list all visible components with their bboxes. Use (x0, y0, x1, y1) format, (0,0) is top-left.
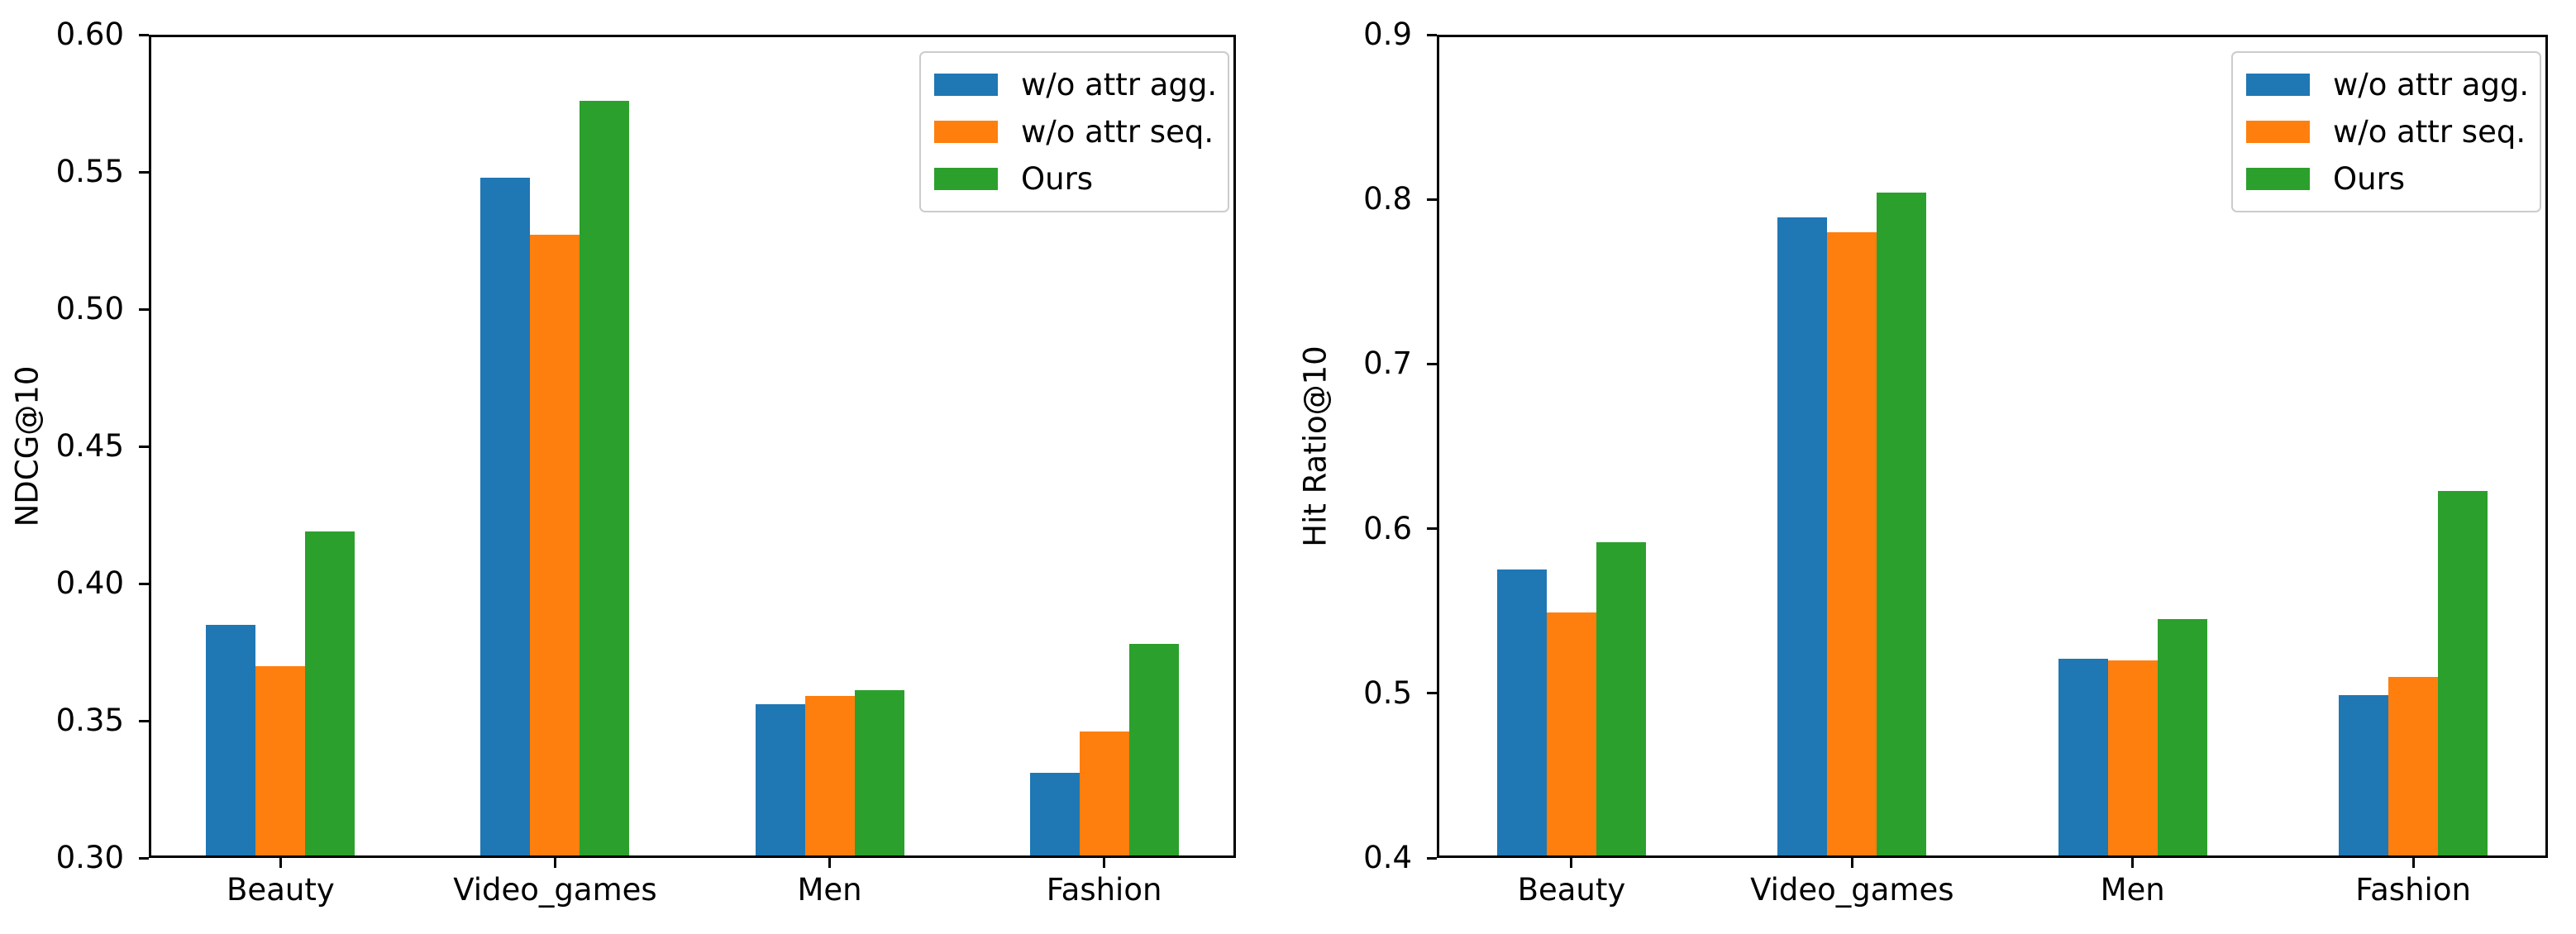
x-tick-video-games (1850, 858, 1853, 868)
y-tick-label-0-30: 0.30 (55, 840, 124, 875)
y-axis-label-ndcg10: NDCG@10 (9, 365, 45, 527)
legend-item: w/o attr agg. (921, 61, 1228, 108)
bar-video-games-w-o-attr-seq (530, 235, 580, 858)
legend-swatch-wo-attr-agg (934, 74, 998, 96)
x-tick-label-beauty: Beauty (1517, 872, 1626, 908)
y-tick-0-40 (139, 582, 149, 585)
legend-item: Ours (2233, 155, 2540, 203)
bar-fashion-ours (2438, 490, 2488, 858)
x-tick-men (828, 858, 832, 868)
legend-swatch-wo-attr-seq (2246, 121, 2310, 143)
x-tick-fashion (2411, 858, 2415, 868)
legend-label-ours: Ours (2333, 161, 2406, 197)
legend-hit-ratio10: w/o attr agg. w/o attr seq. Ours (2231, 51, 2541, 212)
y-tick-label-0-9: 0.9 (1363, 17, 1412, 52)
x-tick-beauty (279, 858, 282, 868)
plot-frame (149, 35, 1236, 858)
bar-beauty-w-o-attr-agg (1496, 569, 1547, 858)
bar-video-games-ours (580, 100, 630, 858)
bar-fashion-w-o-attr-agg (2339, 694, 2389, 858)
y-tick-0-45 (139, 445, 149, 448)
bar-beauty-w-o-attr-agg (206, 624, 256, 858)
y-tick-0-8 (1427, 198, 1437, 201)
legend-label-ours: Ours (1021, 161, 1094, 197)
x-tick-label-fashion: Fashion (1046, 872, 1162, 908)
x-tick-label-men: Men (2100, 872, 2165, 908)
y-tick-label-0-4: 0.4 (1363, 840, 1412, 875)
y-tick-label-0-5: 0.5 (1363, 674, 1412, 711)
bar-fashion-w-o-attr-seq (2388, 676, 2439, 858)
legend-ndcg10: w/o attr agg. w/o attr seq. Ours (919, 51, 1229, 212)
bar-beauty-ours (1596, 541, 1646, 858)
y-tick-label-0-6: 0.6 (1363, 510, 1412, 546)
y-tick-label-0-7: 0.7 (1363, 345, 1412, 382)
bar-beauty-ours (305, 531, 355, 858)
legend-item: w/o attr seq. (921, 108, 1228, 155)
legend-item: w/o attr agg. (2233, 61, 2540, 108)
x-tick-label-men: Men (797, 872, 862, 908)
x-tick-beauty (1570, 858, 1573, 868)
y-tick-label-0-8: 0.8 (1363, 181, 1412, 217)
bar-fashion-w-o-attr-agg (1029, 773, 1080, 858)
y-tick-0-30 (139, 856, 149, 860)
bar-beauty-w-o-attr-seq (255, 665, 306, 858)
x-tick-label-fashion: Fashion (2355, 872, 2471, 908)
legend-label-wo-attr-seq: w/o attr seq. (2333, 114, 2526, 150)
plot-frame (1437, 35, 2548, 858)
y-tick-0-6 (1427, 527, 1437, 531)
bar-men-w-o-attr-seq (804, 696, 855, 858)
legend-item: Ours (921, 155, 1228, 203)
y-tick-0-60 (139, 33, 149, 36)
bar-men-w-o-attr-seq (2107, 660, 2158, 858)
bar-men-w-o-attr-agg (755, 704, 805, 858)
bar-video-games-w-o-attr-seq (1827, 232, 1877, 858)
bar-beauty-w-o-attr-seq (1546, 612, 1596, 858)
x-tick-fashion (1103, 858, 1106, 868)
y-axis-label-hit-ratio10: Hit Ratio@10 (1297, 345, 1333, 547)
y-tick-0-55 (139, 170, 149, 174)
bar-men-ours (2157, 619, 2207, 858)
x-tick-label-video-games: Video_games (1750, 872, 1954, 908)
y-tick-0-7 (1427, 362, 1437, 365)
bar-video-games-w-o-attr-agg (480, 177, 531, 858)
bar-video-games-ours (1877, 193, 1927, 858)
legend-swatch-wo-attr-seq (934, 121, 998, 143)
x-tick-men (2131, 858, 2135, 868)
x-tick-label-beauty: Beauty (227, 872, 335, 908)
bar-video-games-w-o-attr-agg (1777, 217, 1828, 858)
legend-swatch-ours (934, 168, 998, 190)
bar-men-ours (854, 690, 904, 858)
y-tick-0-5 (1427, 692, 1437, 695)
y-tick-0-50 (139, 307, 149, 311)
legend-label-wo-attr-seq: w/o attr seq. (1021, 114, 1214, 150)
legend-item: w/o attr seq. (2233, 108, 2540, 155)
y-tick-label-0-35: 0.35 (55, 703, 124, 738)
x-tick-video-games (553, 858, 556, 868)
y-tick-label-0-45: 0.45 (55, 428, 124, 464)
bar-men-w-o-attr-agg (2058, 658, 2108, 858)
legend-swatch-ours (2246, 168, 2310, 190)
bar-fashion-w-o-attr-seq (1079, 731, 1129, 858)
y-tick-label-0-60: 0.60 (55, 17, 124, 52)
y-tick-0-9 (1427, 33, 1437, 36)
legend-label-wo-attr-agg: w/o attr agg. (2333, 67, 2530, 102)
legend-swatch-wo-attr-agg (2246, 74, 2310, 96)
y-tick-label-0-55: 0.55 (55, 154, 124, 189)
legend-label-wo-attr-agg: w/o attr agg. (1021, 67, 1218, 102)
y-tick-label-0-40: 0.40 (55, 565, 124, 601)
y-tick-0-35 (139, 719, 149, 722)
x-tick-label-video-games: Video_games (453, 872, 657, 908)
y-tick-0-4 (1427, 856, 1437, 860)
bar-fashion-ours (1128, 644, 1179, 858)
y-tick-label-0-50: 0.50 (55, 291, 124, 326)
